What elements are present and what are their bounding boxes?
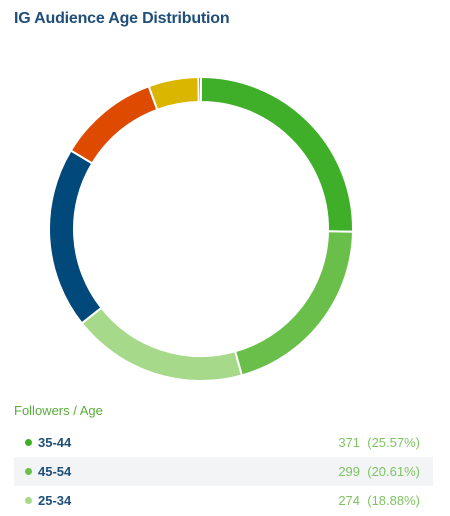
legend: 35-44 371 (25.57%) 45-54 299 (20.61%) 25… [14, 428, 433, 515]
donut-slice-55-64[interactable] [69, 84, 159, 165]
legend-label: 25-34 [38, 493, 72, 508]
legend-value: 371 (25.57%) [338, 435, 420, 450]
legend-dot [25, 439, 32, 446]
legend-label: 45-54 [38, 464, 72, 479]
donut-slice-65+[interactable] [147, 76, 200, 112]
legend-row-2[interactable]: 25-34 274 (18.88%) [14, 486, 433, 515]
legend-label: 35-44 [38, 435, 72, 450]
legend-value: 274 (18.88%) [338, 493, 420, 508]
page-title: IG Audience Age Distribution [14, 10, 230, 27]
legend-row-1[interactable]: 45-54 299 (20.61%) [14, 457, 433, 486]
legend-value: 299 (20.61%) [338, 464, 420, 479]
donut-slice-25-34[interactable] [80, 306, 244, 382]
donut-slice-45-54[interactable] [233, 230, 354, 377]
legend-row-0[interactable]: 35-44 371 (25.57%) [14, 428, 433, 457]
donut-slice-35-44[interactable] [200, 75, 354, 233]
legend-dot [25, 468, 32, 475]
legend-dot [25, 497, 32, 504]
donut-slice-18-24[interactable] [48, 149, 103, 325]
donut-slice-13-17[interactable] [197, 75, 202, 104]
legend-heading: Followers / Age [14, 403, 103, 418]
donut-chart [48, 75, 354, 382]
